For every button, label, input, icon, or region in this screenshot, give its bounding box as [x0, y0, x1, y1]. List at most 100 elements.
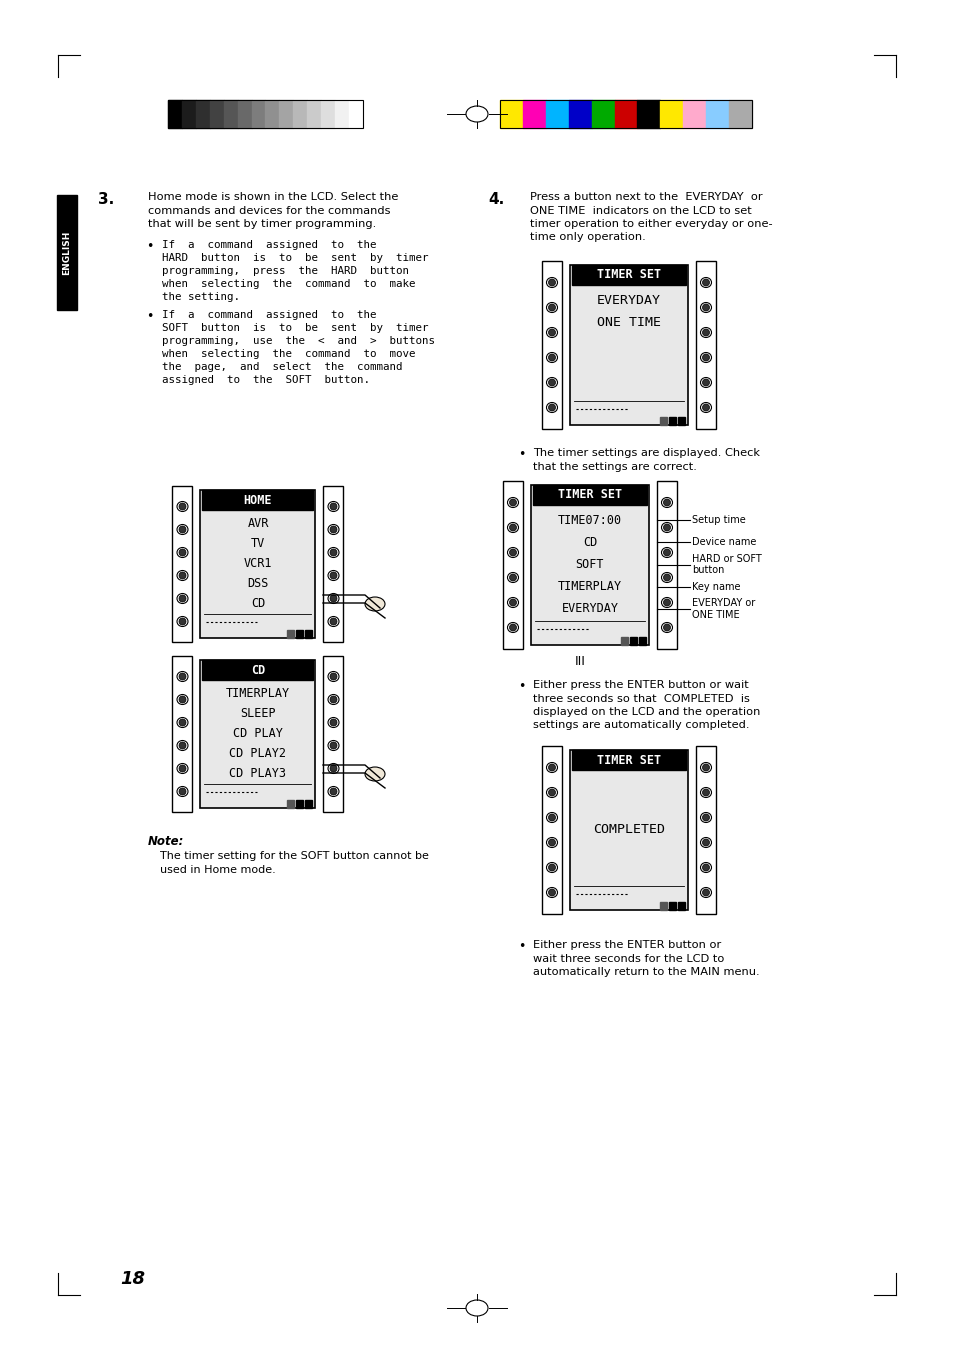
Ellipse shape [509, 624, 516, 630]
Ellipse shape [179, 549, 186, 556]
Bar [696, 261, 716, 429]
Bar [705, 100, 728, 128]
Text: ENGLISH: ENGLISH [63, 231, 71, 274]
Ellipse shape [701, 329, 709, 336]
Ellipse shape [177, 671, 188, 682]
Ellipse shape [548, 379, 555, 386]
Bar [168, 100, 363, 128]
Bar [728, 100, 751, 128]
Bar [531, 485, 648, 645]
Bar [200, 660, 315, 809]
Text: TIME07:00: TIME07:00 [558, 513, 621, 526]
Ellipse shape [328, 694, 338, 705]
Ellipse shape [546, 352, 557, 363]
Text: the  page,  and  select  the  command: the page, and select the command [162, 362, 402, 373]
Bar [569, 265, 687, 425]
Bar [237, 100, 252, 128]
Bar [200, 490, 315, 639]
Ellipse shape [328, 571, 338, 580]
Ellipse shape [662, 624, 670, 630]
Ellipse shape [700, 328, 711, 338]
Ellipse shape [700, 837, 711, 848]
Ellipse shape [330, 697, 336, 703]
Text: the setting.: the setting. [162, 292, 240, 302]
Bar [168, 100, 182, 128]
Ellipse shape [330, 720, 336, 726]
Ellipse shape [548, 764, 555, 771]
Ellipse shape [179, 526, 186, 533]
Ellipse shape [701, 354, 709, 360]
Ellipse shape [701, 890, 709, 896]
Text: TIMERPLAY: TIMERPLAY [558, 580, 621, 593]
Ellipse shape [177, 764, 188, 774]
Ellipse shape [700, 378, 711, 387]
Ellipse shape [701, 838, 709, 846]
Ellipse shape [177, 501, 188, 512]
Text: that the settings are correct.: that the settings are correct. [533, 462, 696, 472]
Ellipse shape [548, 788, 555, 796]
Ellipse shape [177, 548, 188, 558]
Ellipse shape [548, 404, 555, 410]
Text: timer operation to either everyday or one-: timer operation to either everyday or on… [530, 219, 772, 230]
Ellipse shape [507, 572, 518, 582]
Ellipse shape [507, 522, 518, 532]
Text: 3.: 3. [98, 192, 114, 207]
Text: displayed on the LCD and the operation: displayed on the LCD and the operation [533, 707, 760, 717]
Text: 4.: 4. [488, 192, 504, 207]
Text: Note:: Note: [148, 836, 184, 848]
Text: TV: TV [251, 537, 265, 551]
Bar [202, 660, 314, 680]
Ellipse shape [328, 525, 338, 535]
Text: If  a  command  assigned  to  the: If a command assigned to the [162, 240, 376, 250]
Ellipse shape [509, 524, 516, 531]
Bar [620, 637, 627, 645]
Ellipse shape [662, 599, 670, 606]
Text: COMPLETED: COMPLETED [593, 824, 664, 836]
Ellipse shape [177, 617, 188, 626]
Ellipse shape [701, 379, 709, 386]
Ellipse shape [179, 618, 186, 625]
Ellipse shape [507, 498, 518, 508]
Text: settings are automatically completed.: settings are automatically completed. [533, 721, 749, 730]
Ellipse shape [177, 525, 188, 535]
Ellipse shape [330, 595, 336, 602]
Ellipse shape [330, 618, 336, 625]
Bar [279, 100, 294, 128]
Ellipse shape [546, 837, 557, 848]
Bar [287, 630, 294, 639]
Text: CD: CD [251, 597, 265, 610]
Bar [305, 630, 313, 639]
Ellipse shape [660, 598, 672, 608]
Bar [659, 417, 666, 425]
Ellipse shape [660, 498, 672, 508]
Ellipse shape [700, 863, 711, 872]
Ellipse shape [330, 526, 336, 533]
Bar [522, 100, 545, 128]
Ellipse shape [177, 717, 188, 728]
Ellipse shape [546, 863, 557, 872]
Bar [668, 417, 676, 425]
Bar [591, 100, 614, 128]
Text: CD PLAY2: CD PLAY2 [230, 747, 286, 760]
Bar [639, 637, 645, 645]
Ellipse shape [509, 549, 516, 556]
Text: CD PLAY: CD PLAY [233, 728, 283, 740]
Text: •: • [517, 448, 525, 460]
Ellipse shape [548, 329, 555, 336]
Bar [296, 630, 303, 639]
Text: commands and devices for the commands: commands and devices for the commands [148, 205, 390, 216]
Text: SLEEP: SLEEP [240, 707, 275, 720]
Ellipse shape [330, 504, 336, 510]
Ellipse shape [662, 574, 670, 580]
Ellipse shape [548, 890, 555, 896]
Bar [499, 100, 751, 128]
Text: CD: CD [251, 663, 265, 676]
Ellipse shape [179, 595, 186, 602]
Ellipse shape [365, 767, 385, 782]
Ellipse shape [328, 501, 338, 512]
Ellipse shape [328, 548, 338, 558]
Bar [195, 100, 210, 128]
Ellipse shape [660, 572, 672, 582]
Ellipse shape [660, 548, 672, 558]
Ellipse shape [662, 500, 670, 506]
